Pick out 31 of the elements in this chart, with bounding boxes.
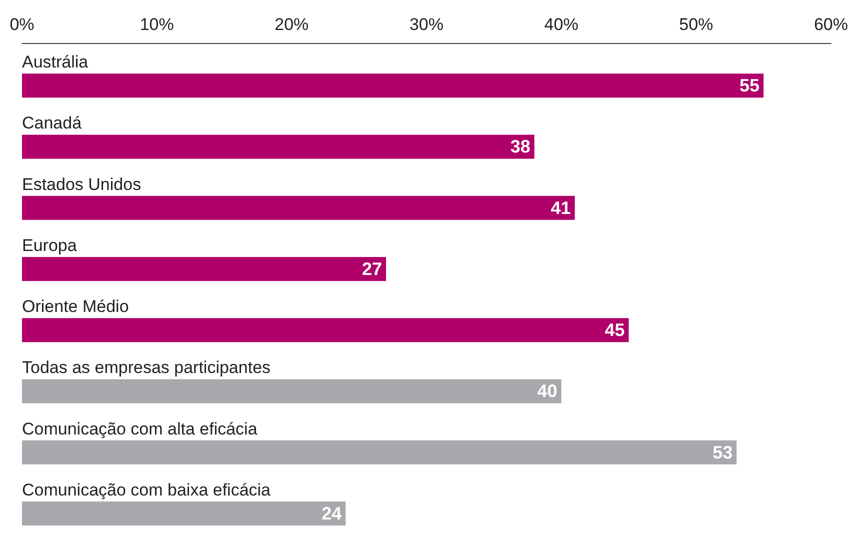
bar [22,256,386,281]
bar [22,379,562,404]
data-label: 53 [712,442,733,462]
x-tick-label: 0% [10,15,34,34]
data-label: 41 [550,198,571,218]
bar [22,318,629,342]
data-label: 55 [740,76,760,96]
y-tick-label: Europa [22,236,78,255]
x-tick-label: 50% [679,15,714,34]
y-tick-label: Estados Unidos [22,174,142,194]
x-tick-label: 60% [814,15,848,34]
data-label: 38 [510,136,530,157]
bar [22,196,575,220]
bar [22,440,737,464]
y-tick-label: Comunicação com alta eficácia [22,419,258,438]
data-label: 27 [362,258,382,279]
x-tick-label: 10% [140,15,174,34]
bar [22,74,764,98]
data-label: 45 [604,320,625,340]
y-tick-label: Austrália [22,52,89,72]
y-tick-label: Canadá [22,114,82,133]
x-tick-label: 40% [544,15,578,34]
y-tick-label: Comunicação com baixa eficácia [22,480,272,500]
y-tick-label: Oriente Médio [22,297,129,316]
y-tick-label: Todas as empresas participantes [22,358,271,378]
data-label: 24 [322,503,342,524]
x-tick-label: 20% [274,15,309,34]
bar [22,501,346,526]
bar [22,134,534,159]
x-tick-label: 30% [409,15,444,34]
data-label: 40 [537,381,558,402]
